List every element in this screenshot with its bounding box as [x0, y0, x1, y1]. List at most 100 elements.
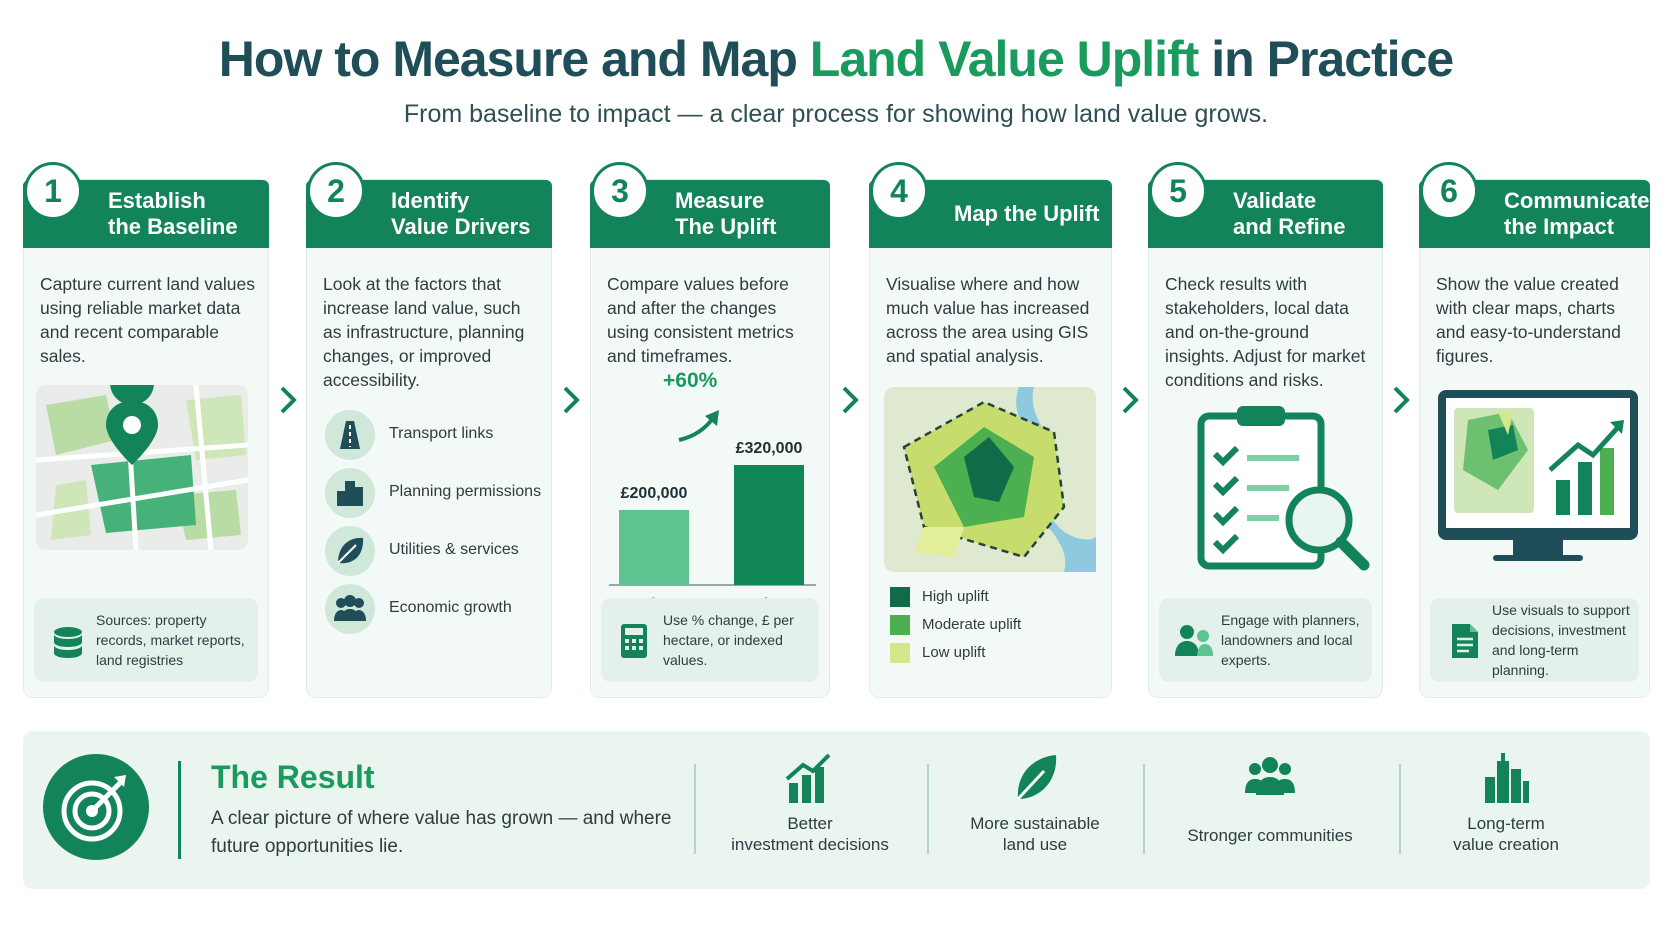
icon-shape: [1335, 536, 1370, 571]
icon-shape: [354, 598, 364, 608]
icon-shape: [1256, 777, 1284, 795]
step-number: 2: [307, 162, 365, 220]
icon-shape: [337, 491, 345, 506]
driver-icon: [325, 468, 375, 518]
benefit-label: Stronger communities: [1160, 825, 1380, 846]
step-card: 3 Measure The Uplift Compare values before …: [590, 162, 830, 698]
divider: [694, 764, 696, 854]
benefit-label: Better investment decisions: [700, 813, 920, 855]
note-box: Use % change, £ per hectare, or indexed …: [601, 598, 819, 682]
illustration: [1197, 406, 1370, 571]
icon-shape: [46, 395, 116, 455]
bar-chart: £200,000Before£320,000After+60%: [609, 369, 816, 600]
icon-shape: [625, 639, 643, 650]
change-label: +60%: [663, 369, 718, 392]
icon-shape: [334, 595, 366, 621]
benefit-icon: [1485, 753, 1529, 803]
step-text: Compare values before and after the chan…: [607, 274, 794, 366]
legend-label: Low uplift: [922, 644, 986, 661]
note-box: Use visuals to support decisions, invest…: [1430, 598, 1639, 682]
icon-shape: [1197, 644, 1213, 656]
legend-swatch: [890, 615, 910, 635]
icon-shape: [336, 598, 346, 608]
title-line: The Uplift: [675, 214, 777, 239]
icon-shape: [632, 639, 636, 643]
value-label: £320,000: [736, 440, 803, 457]
icon-shape: [1247, 455, 1299, 521]
icon-shape: [1556, 480, 1570, 515]
icon-shape: [1457, 637, 1473, 653]
step-title: Identify Value Drivers: [391, 180, 530, 248]
icon-shape: [337, 481, 363, 506]
icon-shape: [1548, 423, 1622, 472]
value-label: £200,000: [621, 485, 688, 502]
driver-icon: [325, 526, 375, 576]
note-text: Engage with planners, landowners and loc…: [1221, 612, 1360, 668]
icon-shape: [914, 527, 964, 557]
icon-shape: [344, 595, 356, 607]
icon-shape: [1122, 386, 1139, 414]
title-line: Establish: [108, 188, 206, 213]
step-arrow: [842, 386, 859, 414]
step-number: 4: [870, 162, 928, 220]
benefit-line: value creation: [1453, 835, 1559, 854]
icon-shape: [341, 609, 359, 621]
step-number: 1: [24, 162, 82, 220]
illustration: [1438, 390, 1638, 561]
icon-shape: [54, 627, 82, 637]
icon-shape: [1262, 757, 1278, 773]
change-arrow: [678, 416, 715, 442]
step-card: 6 Communicate the Impact Show the value cre…: [1419, 162, 1650, 698]
note-box: Engage with planners, landowners and loc…: [1159, 598, 1372, 682]
driver-icon: [325, 584, 375, 634]
icon-shape: [1498, 412, 1513, 435]
step-number: 6: [1420, 162, 1478, 220]
note-text: Use visuals to support decisions, invest…: [1492, 602, 1630, 678]
icon-shape: [1501, 753, 1505, 761]
legend-label: High uplift: [922, 588, 989, 605]
driver-label: Transport links: [389, 425, 494, 442]
icon-shape: [355, 487, 363, 506]
title-line: Measure: [675, 188, 765, 213]
step-arrow: [1393, 386, 1410, 414]
icon-shape: [1556, 448, 1614, 515]
step-card: 4 Map the Uplift Visualise where and how m…: [869, 162, 1112, 698]
step-number: 5: [1149, 162, 1207, 220]
step-title: Establish the Baseline: [108, 180, 238, 248]
result-panel: The Result A clear picture of where valu…: [23, 731, 1650, 889]
icon-shape: [964, 437, 1014, 502]
icon-shape: [625, 639, 629, 643]
illustration: [884, 387, 1096, 572]
icon-shape: [1197, 630, 1209, 642]
step-text: Check results with stakeholders, local d…: [1165, 274, 1366, 390]
divider: [178, 761, 181, 859]
title-line: and Refine: [1233, 214, 1346, 239]
icon-shape: [1578, 462, 1592, 515]
driver-label: Economic growth: [389, 599, 512, 616]
arrow-head: [705, 410, 719, 426]
icon-shape: [280, 386, 297, 414]
icon-shape: [625, 646, 629, 650]
step-arrow: [280, 386, 297, 414]
icon-shape: [1600, 448, 1614, 515]
icon-shape: [110, 385, 154, 405]
icon-shape: [1493, 555, 1583, 561]
icon-shape: [789, 783, 798, 803]
icon-shape: [61, 780, 123, 842]
benefit-icon: [785, 753, 831, 803]
benefit-line: investment decisions: [731, 835, 889, 854]
icon-shape: [1279, 763, 1291, 775]
icon-shape: [114, 775, 126, 787]
icon-shape: [632, 646, 636, 650]
divider: [1399, 764, 1401, 854]
icon-shape: [345, 481, 355, 506]
icon-shape: [334, 595, 366, 621]
note-text: Sources: property records, market report…: [96, 612, 245, 668]
icon-shape: [1237, 406, 1285, 426]
page-title: How to Measure and Map Land Value Uplift…: [0, 30, 1672, 88]
step-text: Show the value created with clear maps, …: [1436, 274, 1621, 366]
icon-shape: [90, 781, 122, 813]
icon-shape: [1212, 475, 1240, 497]
icon-shape: [1485, 753, 1529, 803]
